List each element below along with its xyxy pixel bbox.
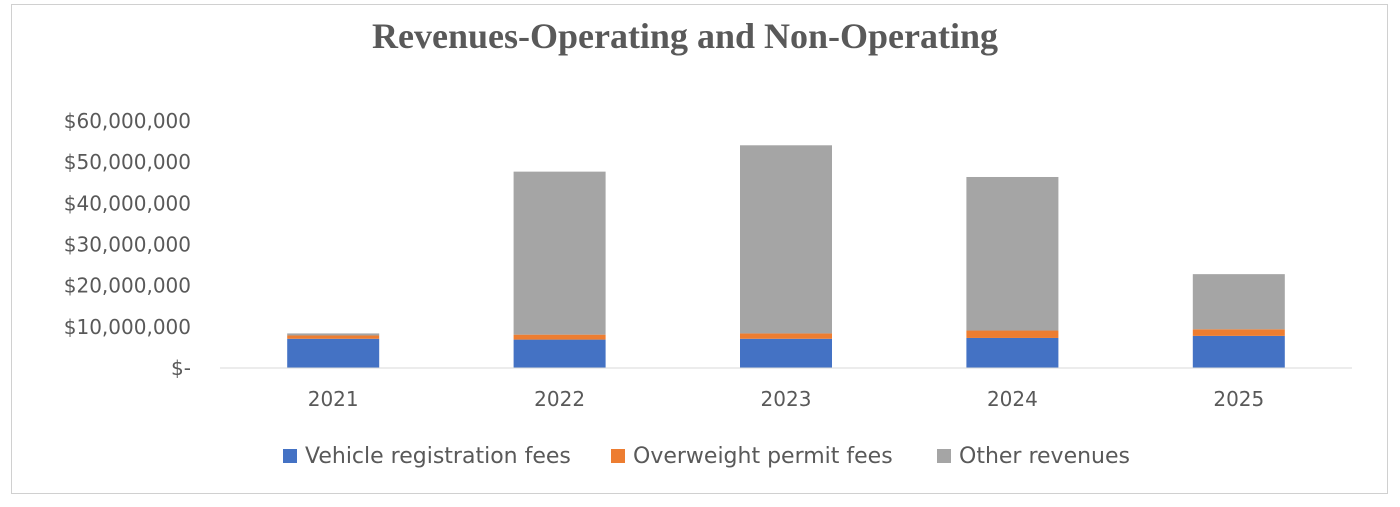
legend-swatch bbox=[611, 449, 625, 463]
bar-2022-series-1 bbox=[513, 334, 606, 340]
legend: Vehicle registration fees Overweight perm… bbox=[283, 444, 1130, 469]
chart-title: Revenues-Operating and Non-Operating bbox=[372, 16, 998, 56]
bar-2024-series-2 bbox=[966, 176, 1059, 331]
y-axis: $- $10,000,000 $20,000,000 $30,000,000 $40,0… bbox=[64, 109, 191, 380]
x-tick-label: 2022 bbox=[534, 387, 585, 411]
y-tick-label: $- bbox=[171, 356, 191, 380]
bar-2021-series-1 bbox=[287, 335, 380, 339]
bar-2024-series-0 bbox=[966, 337, 1059, 368]
y-tick-label: $60,000,000 bbox=[64, 109, 191, 133]
y-tick-label: $50,000,000 bbox=[64, 150, 191, 174]
legend-label: Other revenues bbox=[959, 444, 1130, 469]
x-tick-label: 2021 bbox=[308, 387, 359, 411]
bars bbox=[287, 145, 1285, 368]
bar-2023-series-1 bbox=[740, 333, 832, 339]
x-tick-label: 2024 bbox=[987, 387, 1038, 411]
bar-2022-series-0 bbox=[513, 339, 606, 368]
bar-2025-series-0 bbox=[1192, 335, 1285, 368]
y-tick-label: $20,000,000 bbox=[64, 274, 191, 298]
y-tick-label: $10,000,000 bbox=[64, 315, 191, 339]
bar-2023-series-2 bbox=[740, 145, 832, 334]
y-tick-label: $30,000,000 bbox=[64, 233, 191, 257]
bar-2025-series-1 bbox=[1192, 329, 1285, 336]
bar-2025-series-2 bbox=[1192, 274, 1285, 330]
legend-label: Overweight permit fees bbox=[633, 444, 893, 469]
bar-2021-series-0 bbox=[287, 338, 380, 368]
x-axis: 2021 2022 2023 2024 2025 bbox=[308, 387, 1265, 411]
bar-2022-series-2 bbox=[513, 171, 606, 335]
x-tick-label: 2025 bbox=[1213, 387, 1264, 411]
y-tick-label: $40,000,000 bbox=[64, 191, 191, 215]
legend-swatch bbox=[937, 449, 951, 463]
bar-2023-series-0 bbox=[740, 338, 832, 368]
bar-2024-series-1 bbox=[966, 330, 1059, 338]
bar-2021-series-2 bbox=[287, 333, 380, 336]
legend-swatch bbox=[283, 449, 297, 463]
chart-frame bbox=[11, 4, 1388, 494]
x-tick-label: 2023 bbox=[761, 387, 812, 411]
legend-label: Vehicle registration fees bbox=[305, 444, 571, 469]
